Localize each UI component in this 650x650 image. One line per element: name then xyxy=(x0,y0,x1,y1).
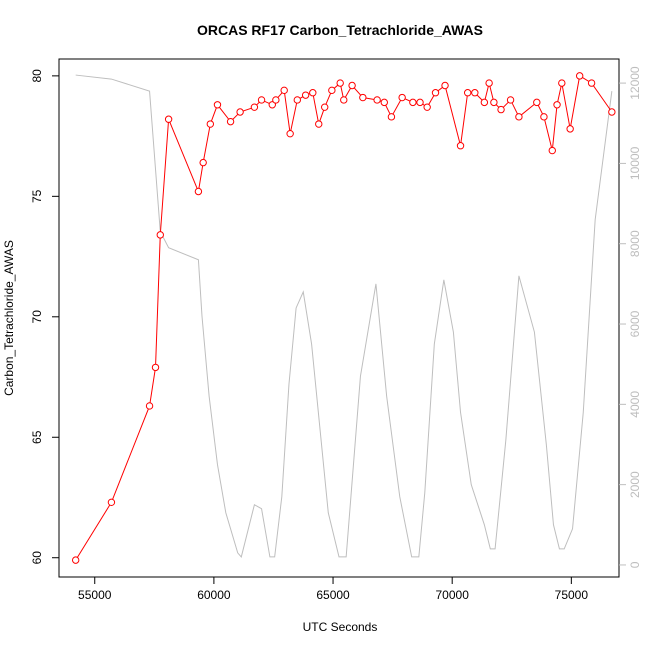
secondary-series-group xyxy=(75,74,613,558)
primary-data-point xyxy=(506,96,515,104)
primary-data-point xyxy=(575,72,584,80)
primary-data-point xyxy=(194,187,203,196)
primary-data-point xyxy=(286,129,294,138)
y-axis-right: 0 2000 4000 6000 8000 10000 12000 xyxy=(619,66,642,568)
primary-data-point xyxy=(268,101,276,109)
plot-frame xyxy=(58,58,620,578)
primary-data-point xyxy=(151,363,160,372)
primary-data-point xyxy=(328,86,336,95)
y-tick-label: 65 xyxy=(30,430,44,444)
primary-data-point xyxy=(340,96,348,104)
y-axis-label: Carbon_Tetrachloride_AWAS xyxy=(2,240,16,396)
primary-data-point xyxy=(471,89,479,97)
x-tick-label: 55000 xyxy=(78,588,112,602)
primary-data-point xyxy=(236,108,244,116)
primary-data-point xyxy=(441,81,449,90)
chart-title: ORCAS RF17 Carbon_Tetrachloride_AWAS xyxy=(197,22,483,38)
y2-tick-label: 0 xyxy=(628,561,642,568)
primary-data-point xyxy=(301,91,310,99)
primary-data-point xyxy=(257,96,266,104)
x-tick-label: 75000 xyxy=(555,588,589,602)
primary-data-point xyxy=(380,98,388,107)
primary-data-point xyxy=(348,81,356,90)
primary-data-point xyxy=(164,115,173,123)
y2-tick-label: 10000 xyxy=(628,146,642,180)
primary-data-point xyxy=(293,96,301,104)
primary-data-point xyxy=(553,101,561,109)
primary-data-point xyxy=(398,93,406,102)
primary-data-point xyxy=(71,556,80,564)
x-axis: 55000 60000 65000 70000 75000 xyxy=(78,577,588,602)
primary-data-point xyxy=(226,117,235,126)
primary-data-point xyxy=(280,86,288,95)
y2-tick-label: 2000 xyxy=(628,471,642,498)
y-axis-left: 60 65 70 75 80 xyxy=(30,69,59,565)
primary-data-point xyxy=(315,120,323,128)
y2-tick-label: 4000 xyxy=(628,391,642,418)
y-tick-label: 80 xyxy=(30,69,44,83)
primary-data-point xyxy=(359,93,367,102)
y-tick-label: 60 xyxy=(30,551,44,565)
primary-series-group xyxy=(71,72,616,564)
primary-data-point xyxy=(321,103,329,111)
primary-data-point xyxy=(497,105,505,114)
primary-data-point xyxy=(107,498,116,507)
y-tick-label: 70 xyxy=(30,310,44,324)
x-axis-label: UTC Seconds xyxy=(303,620,378,634)
primary-data-point xyxy=(416,98,424,107)
primary-data-point xyxy=(213,101,222,109)
primary-series-line xyxy=(75,75,613,561)
secondary-series-line xyxy=(75,74,613,558)
primary-data-point xyxy=(250,103,259,111)
y-tick-label: 75 xyxy=(30,189,44,203)
primary-data-point xyxy=(199,158,207,167)
primary-data-point xyxy=(206,120,215,128)
primary-data-point xyxy=(456,142,465,150)
primary-data-point xyxy=(533,98,541,107)
x-tick-label: 65000 xyxy=(316,588,350,602)
primary-data-point xyxy=(566,125,574,133)
y2-tick-label: 6000 xyxy=(628,310,642,337)
primary-data-point xyxy=(463,89,472,97)
y2-tick-label: 8000 xyxy=(628,230,642,257)
primary-data-point xyxy=(336,79,344,87)
primary-data-point xyxy=(145,402,154,410)
primary-data-point xyxy=(373,96,381,104)
primary-data-point xyxy=(485,79,493,87)
y2-tick-label: 12000 xyxy=(628,66,642,100)
primary-data-point xyxy=(431,89,440,97)
primary-data-point xyxy=(558,79,566,87)
primary-data-point xyxy=(156,231,164,239)
x-tick-label: 70000 xyxy=(436,588,470,602)
primary-data-point xyxy=(608,108,616,116)
primary-data-point xyxy=(309,89,317,97)
primary-data-point xyxy=(540,113,548,121)
primary-data-point xyxy=(423,103,431,111)
primary-data-point xyxy=(272,96,280,104)
primary-data-point xyxy=(587,79,596,87)
x-tick-label: 60000 xyxy=(197,588,231,602)
primary-data-point xyxy=(548,146,556,155)
primary-data-point xyxy=(480,98,489,107)
primary-data-point xyxy=(387,113,396,121)
primary-data-point xyxy=(409,98,417,107)
primary-data-point xyxy=(515,113,523,121)
primary-data-point xyxy=(490,98,498,107)
